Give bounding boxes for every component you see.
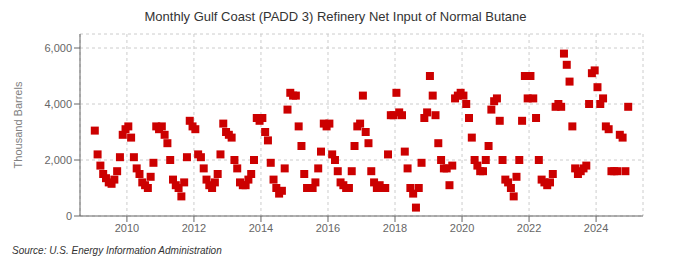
svg-text:2024: 2024 (584, 222, 608, 234)
svg-text:2014: 2014 (249, 222, 273, 234)
html-text:Monthly Gulf Coast (PADD 3) Re: Monthly Gulf Coast (PADD 3) Refinery Net… (144, 9, 527, 24)
svg-text:Thousand Barrels: Thousand Barrels (12, 81, 24, 168)
html-text:Source: U.S. Energy Informatio: Source: U.S. Energy Information Administ… (12, 245, 222, 256)
svg-text:4,000: 4,000 (44, 98, 72, 110)
svg-text:2022: 2022 (517, 222, 541, 234)
svg-text:2018: 2018 (383, 222, 407, 234)
svg-text:6,000: 6,000 (44, 42, 72, 54)
svg-text:2020: 2020 (450, 222, 474, 234)
svg-text:0: 0 (66, 210, 72, 222)
svg-text:2012: 2012 (182, 222, 206, 234)
svg-text:2016: 2016 (316, 222, 340, 234)
svg-text:2,000: 2,000 (44, 154, 72, 166)
svg-text:2010: 2010 (115, 222, 139, 234)
